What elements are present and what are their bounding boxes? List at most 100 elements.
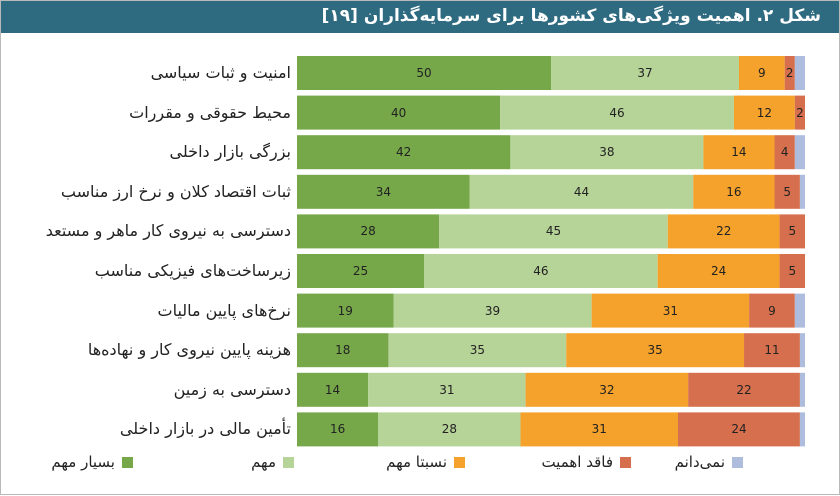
data-label: 18 — [335, 343, 351, 358]
data-label: 50 — [416, 66, 432, 80]
bar-segment — [733, 95, 795, 130]
data-label: 39 — [484, 303, 501, 318]
bar-segment — [799, 174, 805, 209]
bar-segment — [794, 95, 805, 130]
category-label: بزرگی بازار داخلی — [169, 142, 291, 162]
bar-segment — [297, 372, 369, 407]
legend-label: نسبتا مهم — [386, 453, 447, 471]
bar-segment — [424, 254, 658, 288]
data-label: 9 — [757, 66, 766, 80]
data-label: 25 — [352, 264, 369, 278]
bar-segment — [794, 56, 805, 90]
category-label: ثبات اقتصاد کلان و نرخ ارز مناسب — [60, 181, 291, 201]
data-label: 14 — [731, 145, 747, 160]
bar-segment — [784, 56, 795, 90]
data-label: 45 — [545, 224, 562, 239]
bar-segment — [799, 372, 805, 407]
data-label: 37 — [637, 66, 653, 80]
data-label: 34 — [375, 184, 391, 199]
bar-segment — [779, 254, 805, 288]
bar-segment — [469, 174, 694, 209]
bar-segment — [774, 174, 800, 209]
legend-swatch — [283, 457, 294, 468]
data-label: 38 — [599, 145, 615, 160]
legend-item: مهم — [184, 453, 294, 475]
data-label: 35 — [647, 343, 663, 358]
data-label: 5 — [788, 264, 797, 278]
bar-segment — [774, 135, 795, 170]
legend-label: بسیار مهم — [51, 453, 115, 471]
bar-segment — [297, 412, 379, 447]
chart-title: شکل ۲. اهمیت ویژگی‌های کشورها برای سرمای… — [321, 6, 821, 26]
category-label: هزینه پایین نیروی کار و نهاده‌ها — [87, 340, 291, 360]
data-label: 31 — [591, 422, 607, 437]
data-label: 2 — [796, 105, 804, 120]
data-label: 22 — [716, 224, 732, 239]
data-label: 31 — [439, 382, 455, 397]
data-label: 5 — [783, 184, 792, 199]
data-label: 4 — [780, 145, 789, 160]
data-label: 12 — [756, 105, 772, 120]
bar-segment — [794, 135, 805, 170]
data-label: 32 — [599, 382, 615, 397]
bar-segment — [566, 333, 745, 368]
bar-segment — [388, 333, 567, 368]
bar-segment — [510, 135, 704, 170]
bar-segment — [693, 174, 775, 209]
data-label: 14 — [324, 382, 341, 397]
legend-swatch — [620, 457, 631, 468]
data-label: 24 — [710, 264, 727, 278]
category-label: نرخ‌های پایین مالیات — [157, 300, 292, 320]
bar-segment — [799, 412, 805, 447]
category-label: امنیت و ثبات سیاسی — [150, 63, 291, 82]
data-label: 16 — [329, 422, 346, 437]
data-label: 16 — [726, 184, 742, 199]
data-label: 2 — [785, 66, 794, 80]
bar-segment — [297, 293, 394, 328]
data-label: 28 — [441, 422, 458, 437]
bar-segment — [667, 214, 780, 249]
bar-segment — [439, 214, 668, 249]
bar-segment — [799, 333, 805, 368]
data-label: 31 — [662, 303, 678, 318]
bar-segment — [297, 56, 551, 90]
bar-segment — [744, 333, 800, 368]
legend-swatch — [732, 457, 743, 468]
category-label: دسترسی به زمین — [173, 379, 291, 399]
category-label: تأمین مالی در بازار داخلی — [119, 419, 291, 439]
bar-segment — [297, 214, 440, 249]
category-label: دسترسی به نیروی کار ماهر و مستعد — [45, 221, 291, 241]
legend-item: فاقد اهمیت — [521, 453, 631, 475]
data-label: 44 — [573, 184, 590, 199]
legend-swatch — [454, 457, 465, 468]
legend-label: فاقد اهمیت — [541, 453, 613, 471]
bar-segment — [368, 372, 526, 407]
bar-segment — [779, 214, 805, 249]
bar-segment — [297, 174, 470, 209]
bar-segment — [591, 293, 750, 328]
bar-segment — [297, 254, 424, 288]
bar-segment — [738, 56, 785, 90]
title-bar: شکل ۲. اهمیت ویژگی‌های کشورها برای سرمای… — [1, 1, 839, 33]
data-label: 46 — [533, 264, 549, 278]
bar-segment — [297, 95, 501, 130]
bar-segment — [794, 293, 805, 328]
bar-segment — [703, 135, 775, 170]
legend-item: نمی‌دانم — [633, 453, 743, 475]
legend-label: نمی‌دانم — [674, 453, 725, 471]
bar-segment — [297, 135, 511, 170]
data-label: 19 — [337, 303, 353, 318]
bar-segment — [393, 293, 592, 328]
category-label: محیط حقوقی و مقررات — [129, 102, 291, 122]
legend-swatch — [122, 457, 133, 468]
data-label: 22 — [736, 382, 752, 397]
data-label: 46 — [609, 105, 625, 120]
data-label: 40 — [390, 105, 407, 120]
data-label: 28 — [360, 224, 376, 239]
data-label: 11 — [764, 343, 780, 358]
bar-segment — [520, 412, 678, 447]
bar-segment — [678, 412, 800, 447]
category-label: زیرساخت‌های فیزیکی مناسب — [94, 261, 291, 280]
